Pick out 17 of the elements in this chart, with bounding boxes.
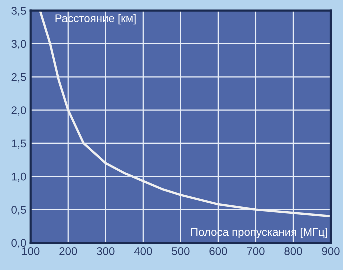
- y-tick-label: 3,5: [12, 7, 26, 16]
- x-tick-label: 600: [210, 247, 228, 256]
- y-tick-label: 2,5: [12, 73, 26, 83]
- x-tick-label: 700: [247, 247, 265, 256]
- y-tick-label: 3,0: [12, 40, 26, 50]
- x-tick-label: 300: [97, 247, 115, 256]
- x-tick-label: 200: [60, 247, 78, 256]
- y-tick-label: 1,0: [12, 172, 26, 182]
- x-tick-label: 800: [284, 247, 302, 256]
- x-tick-label: 400: [134, 247, 152, 256]
- y-tick-label: 0,0: [12, 239, 26, 248]
- x-tick-label: 900: [322, 247, 340, 256]
- x-tick-label: 500: [172, 247, 190, 256]
- y-tick-label: 1,5: [12, 140, 26, 149]
- y-tick-label: 2,0: [12, 106, 26, 116]
- y-tick-label: 0,5: [12, 206, 26, 216]
- x-tick-label: 100: [22, 247, 40, 256]
